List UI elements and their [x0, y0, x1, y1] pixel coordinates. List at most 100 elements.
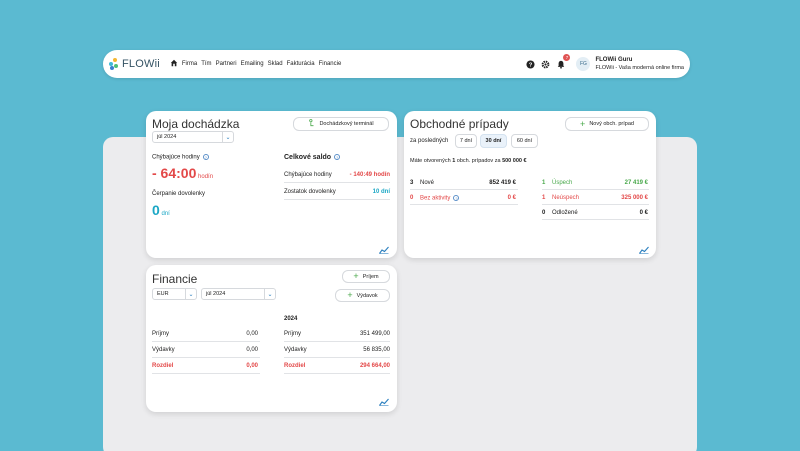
logo[interactable]: FLOWii [109, 58, 160, 70]
chart-icon[interactable] [639, 246, 649, 254]
divider [152, 357, 260, 358]
help-icon[interactable]: ? [453, 195, 460, 201]
finance-row-value: 294 664,00 [359, 363, 390, 369]
attendance-title: Moja dochádzka [152, 117, 240, 131]
help-icon[interactable]: ? [202, 154, 209, 160]
balance-row-label: Zostatok dovolenky [284, 189, 336, 195]
finance-row-value: 0,00 [246, 331, 258, 337]
income-button-label: Príjem [362, 273, 379, 280]
case-count: 0 [410, 195, 414, 201]
svg-text:?: ? [529, 62, 533, 68]
chart-icon[interactable] [379, 398, 389, 406]
currency-value: EUR [157, 291, 169, 297]
help-icon[interactable]: ? [334, 154, 341, 161]
year-header: 2024 [284, 316, 298, 322]
cases-card: Obchodné prípady + Nový obch. prípad za … [404, 111, 656, 258]
case-value: 0 € [507, 195, 516, 201]
chart-icon[interactable] [379, 246, 389, 254]
attendance-terminal-button[interactable]: Dochádzkový terminál [293, 117, 389, 131]
case-label[interactable]: Neúspech [552, 195, 580, 201]
finance-row-label: Rozdiel [152, 363, 174, 369]
new-case-label: Nový obch. prípad [589, 121, 634, 127]
case-count: 0 [542, 210, 546, 216]
divider [284, 373, 390, 374]
terminal-button-label: Dochádzkový terminál [319, 121, 374, 127]
case-label[interactable]: Bez aktivity? [420, 195, 460, 202]
attendance-month-select[interactable]: júl 2024 ⌄ [152, 131, 234, 143]
expense-button-label: Výdavok [356, 292, 378, 299]
avatar[interactable]: FG [576, 57, 591, 71]
nav-item-financie[interactable]: Financie [318, 61, 342, 67]
expense-button[interactable]: + Výdavok [335, 289, 390, 302]
chevron-down-icon: ⌄ [264, 289, 275, 299]
finance-row-value: 0,00 [246, 363, 258, 369]
bell-icon[interactable]: 7 [556, 53, 571, 69]
logo-text: FLOWii [122, 58, 160, 70]
finance-month-select[interactable]: júl 2024 ⌄ [201, 288, 276, 300]
divider [542, 204, 649, 205]
period-label: za posledných [410, 138, 449, 144]
user-company: FLOWii - Vaša moderná online firma [595, 65, 684, 71]
divider [284, 199, 390, 200]
chevron-down-icon: ⌄ [222, 132, 233, 142]
finance-row-value: 0,00 [246, 347, 258, 353]
divider [284, 341, 390, 342]
balance-row-value: - 140:49 hodín [349, 172, 390, 178]
case-count: 3 [410, 180, 414, 186]
currency-select[interactable]: EUR ⌄ [152, 288, 197, 300]
finance-row-label: Výdavky [284, 347, 307, 353]
nav-item-sklad[interactable]: Sklad [267, 61, 283, 67]
nav-item-firma[interactable]: Firma [181, 61, 198, 67]
chevron-down-icon: ⌄ [185, 289, 196, 299]
nav-item-emailing[interactable]: Emailing [240, 61, 264, 67]
case-label[interactable]: Odložené [552, 210, 578, 216]
case-label[interactable]: Nové [420, 180, 435, 186]
user-name: FLOWii Guru [595, 57, 633, 63]
plus-icon: + [353, 271, 359, 281]
divider [542, 189, 649, 190]
top-navbar: FLOWii Firma Tím Partneri Emailing Sklad… [103, 50, 690, 78]
balance-row-label: Chýbajúce hodiny [284, 172, 332, 178]
gear-icon[interactable] [541, 60, 550, 69]
new-case-button[interactable]: + Nový obch. prípad [565, 117, 649, 131]
divider [542, 219, 649, 220]
help-icon[interactable]: ? [526, 59, 536, 69]
attendance-card: Moja dochádzka Dochádzkový terminál júl … [146, 111, 397, 258]
vacation-value: 0 dní [152, 202, 170, 218]
attendance-month-value: júl 2024 [157, 134, 177, 140]
finance-row-value: 351 499,00 [359, 331, 390, 337]
case-count: 1 [542, 180, 546, 186]
period-60-days[interactable]: 60 dní [511, 134, 538, 148]
nav-item-fakturacia[interactable]: Fakturácia [286, 61, 315, 67]
finance-row-value: 56 835,00 [363, 347, 390, 353]
divider [284, 182, 390, 183]
divider [284, 357, 390, 358]
flowii-logo-icon [109, 58, 119, 70]
finance-row-label: Rozdiel [284, 363, 306, 369]
home-icon[interactable] [170, 59, 178, 69]
nav-item-partneri[interactable]: Partneri [215, 61, 237, 67]
finance-row-label: Príjmy [284, 331, 301, 337]
user-info[interactable]: FLOWii Guru FLOWii - Vaša moderná online… [595, 57, 684, 71]
balance-row-value: 10 dní [372, 189, 390, 195]
case-value: 0 € [639, 210, 648, 216]
missing-hours-value: - 64:00 hodín [152, 165, 214, 181]
case-label[interactable]: Úspech [552, 180, 573, 186]
balance-title: Celkové saldo? [284, 154, 341, 161]
divider [410, 204, 518, 205]
cases-title: Obchodné prípady [410, 117, 509, 131]
cases-summary: Máte otvorených 1 obch. prípadov za 500 … [410, 158, 527, 164]
plus-icon: + [580, 118, 586, 129]
finance-row-label: Príjmy [152, 331, 169, 337]
finance-row-label: Výdavky [152, 347, 175, 353]
divider [410, 189, 518, 190]
case-value: 27 419 € [624, 180, 648, 186]
period-30-days[interactable]: 30 dní [480, 134, 507, 148]
income-button[interactable]: + Príjem [342, 270, 390, 283]
nav-item-tim[interactable]: Tím [201, 61, 212, 67]
case-count: 1 [542, 195, 546, 201]
case-value: 325 000 € [621, 195, 648, 201]
period-7-days[interactable]: 7 dní [455, 134, 477, 148]
case-value: 852 419 € [489, 180, 516, 186]
finance-month-value: júl 2024 [206, 291, 226, 297]
